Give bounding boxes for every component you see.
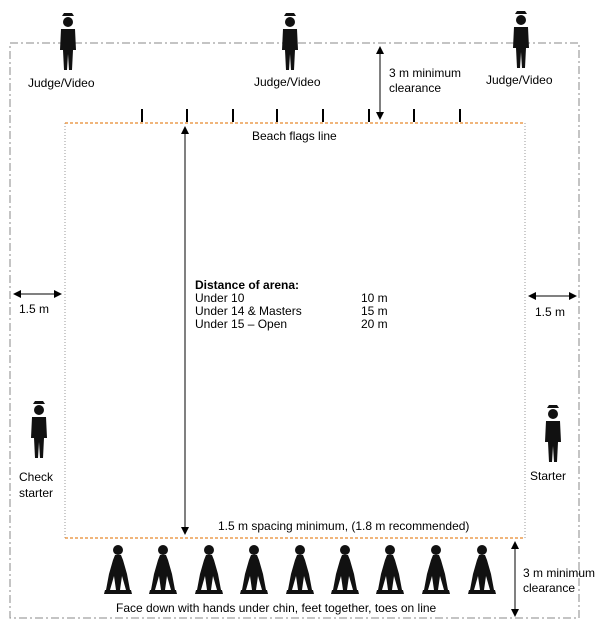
arena-category: Under 15 – Open [195, 317, 288, 331]
starter-label: Starter [530, 469, 567, 483]
competitor [468, 545, 496, 594]
judge-figure [513, 11, 529, 68]
judge-label-left: Judge/Video [28, 76, 95, 90]
arena-row: Under 15 – Open 20 m [195, 318, 388, 331]
arena-row: Under 10 10 m [195, 292, 388, 305]
competitor [376, 545, 404, 594]
arena-distance: 15 m [361, 304, 388, 318]
arena-distance: 10 m [361, 291, 388, 305]
check-starter-label-line1: Check [18, 470, 53, 484]
judge-figure [282, 13, 298, 70]
competitors [104, 545, 496, 594]
starter-figure [545, 405, 561, 462]
competitor [195, 545, 223, 594]
arena-distance-table: Distance of arena: Under 10 10 m Under 1… [195, 279, 388, 331]
judge-label-center: Judge/Video [254, 75, 321, 89]
arena-category: Under 14 & Masters [195, 304, 302, 318]
competitor [331, 545, 359, 594]
competitor [240, 545, 268, 594]
top-clearance-label-line2: clearance [389, 81, 442, 95]
arena-distance-title: Distance of arena: [195, 278, 300, 292]
beach-flags-line-label: Beach flags line [252, 129, 337, 143]
competitor [149, 545, 177, 594]
arena-category: Under 10 [195, 291, 245, 305]
bottom-clearance-label-line2: clearance [523, 581, 576, 595]
competitor [286, 545, 314, 594]
right-side-label: 1.5 m [535, 305, 566, 319]
check-starter-figure [31, 401, 47, 458]
competitor [104, 545, 132, 594]
judge-figure [60, 13, 76, 70]
competitor-position-label: Face down with hands under chin, feet to… [116, 601, 437, 615]
flags [141, 109, 461, 122]
top-clearance-label-line1: 3 m minimum [389, 66, 462, 80]
arena-distance: 20 m [361, 317, 388, 331]
left-side-label: 1.5 m [19, 302, 50, 316]
spacing-label: 1.5 m spacing minimum, (1.8 m recommende… [218, 519, 470, 533]
bottom-clearance-label-line1: 3 m minimum [523, 566, 596, 580]
competitor [422, 545, 450, 594]
arena-row: Under 14 & Masters 15 m [195, 305, 388, 318]
check-starter-label-line2: starter [18, 486, 53, 500]
judge-label-right: Judge/Video [486, 73, 553, 87]
